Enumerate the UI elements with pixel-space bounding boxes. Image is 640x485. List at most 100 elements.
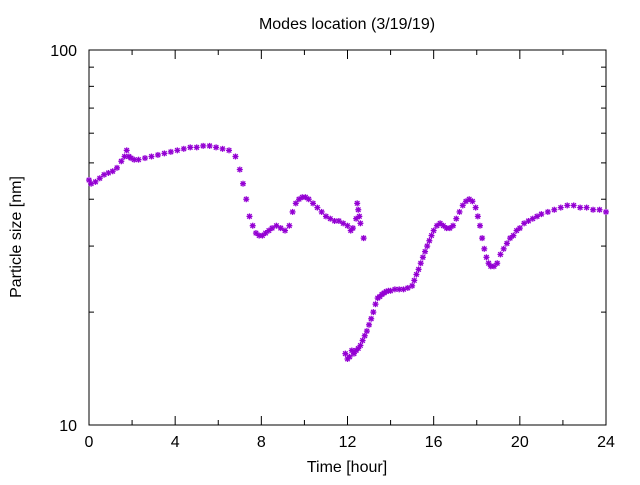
data-point xyxy=(273,222,280,229)
data-point xyxy=(213,144,220,151)
data-point xyxy=(510,232,517,239)
data-point xyxy=(497,251,504,258)
data-point xyxy=(456,208,463,215)
data-point xyxy=(366,321,373,328)
data-point xyxy=(494,260,501,267)
data-point xyxy=(363,328,370,335)
data-point xyxy=(354,200,361,207)
data-point xyxy=(342,350,349,357)
data-point xyxy=(564,202,571,209)
data-point xyxy=(459,202,466,209)
data-point xyxy=(282,227,289,234)
data-point xyxy=(118,158,125,165)
data-point xyxy=(240,180,247,187)
data-point xyxy=(590,206,597,213)
data-point xyxy=(426,237,433,244)
data-point xyxy=(481,245,488,252)
data-point xyxy=(154,151,161,158)
data-point xyxy=(226,147,233,154)
data-point xyxy=(348,347,355,354)
data-point xyxy=(322,213,329,220)
data-point xyxy=(353,215,360,222)
data-point xyxy=(603,208,609,215)
data-point xyxy=(148,153,155,160)
data-point xyxy=(135,156,142,163)
data-point xyxy=(557,204,564,211)
data-point xyxy=(370,309,377,316)
data-point xyxy=(327,215,334,222)
data-points xyxy=(86,142,609,362)
data-point xyxy=(305,196,312,203)
data-point xyxy=(476,222,483,229)
data-point xyxy=(92,178,99,185)
data-point xyxy=(422,248,429,255)
data-point xyxy=(236,166,243,173)
data-point xyxy=(206,142,213,149)
data-point xyxy=(232,153,239,160)
data-point xyxy=(516,225,523,232)
data-point xyxy=(534,213,541,220)
x-axis-label: Time [hour] xyxy=(307,459,387,476)
data-point xyxy=(503,240,510,247)
data-point xyxy=(174,147,181,154)
x-tick-label: 4 xyxy=(171,434,180,451)
data-point xyxy=(142,155,149,162)
data-point xyxy=(417,260,424,267)
data-point xyxy=(430,227,437,234)
data-point xyxy=(583,204,590,211)
data-point xyxy=(368,315,375,322)
data-point xyxy=(167,148,174,155)
data-point xyxy=(361,332,368,339)
data-point xyxy=(310,200,317,207)
data-point xyxy=(249,222,256,229)
data-point xyxy=(346,353,353,360)
data-point xyxy=(286,222,293,229)
data-point xyxy=(187,144,194,151)
data-point xyxy=(289,208,296,215)
data-point xyxy=(577,204,584,211)
y-axis: 10 100 xyxy=(50,43,606,435)
data-point xyxy=(246,213,253,220)
x-tick-label: 24 xyxy=(597,434,615,451)
data-point xyxy=(219,145,226,152)
x-tick-label: 12 xyxy=(339,434,357,451)
plot-frame xyxy=(88,49,607,426)
data-point xyxy=(355,206,362,213)
y-axis-label: Particle size [nm] xyxy=(8,176,25,298)
data-point xyxy=(490,263,497,270)
data-point xyxy=(483,254,490,261)
data-point xyxy=(544,208,551,215)
data-point xyxy=(123,147,130,154)
data-point xyxy=(424,243,431,250)
data-point xyxy=(479,235,486,242)
x-tick-label: 20 xyxy=(511,434,529,451)
data-point xyxy=(357,342,364,349)
x-tick-label: 16 xyxy=(425,434,443,451)
data-point xyxy=(350,350,357,357)
data-point xyxy=(277,225,284,232)
data-point xyxy=(349,225,356,232)
data-point xyxy=(538,211,545,218)
x-axis: 0 4 8 12 16 20 24 xyxy=(85,50,615,451)
data-point xyxy=(114,164,121,171)
data-point xyxy=(357,220,364,227)
data-point xyxy=(391,286,398,293)
data-point xyxy=(529,215,536,222)
data-point xyxy=(109,168,116,175)
data-point xyxy=(200,142,207,149)
data-point xyxy=(359,337,366,344)
data-point xyxy=(292,200,299,207)
data-point xyxy=(314,204,321,211)
data-point xyxy=(269,225,276,232)
data-point xyxy=(551,206,558,213)
data-point xyxy=(450,222,457,229)
x-tick-label: 0 xyxy=(85,434,94,451)
data-point xyxy=(193,144,200,151)
data-point xyxy=(335,217,342,224)
data-point xyxy=(356,213,363,220)
data-point xyxy=(500,245,507,252)
data-point xyxy=(180,145,187,152)
data-point xyxy=(521,220,528,227)
